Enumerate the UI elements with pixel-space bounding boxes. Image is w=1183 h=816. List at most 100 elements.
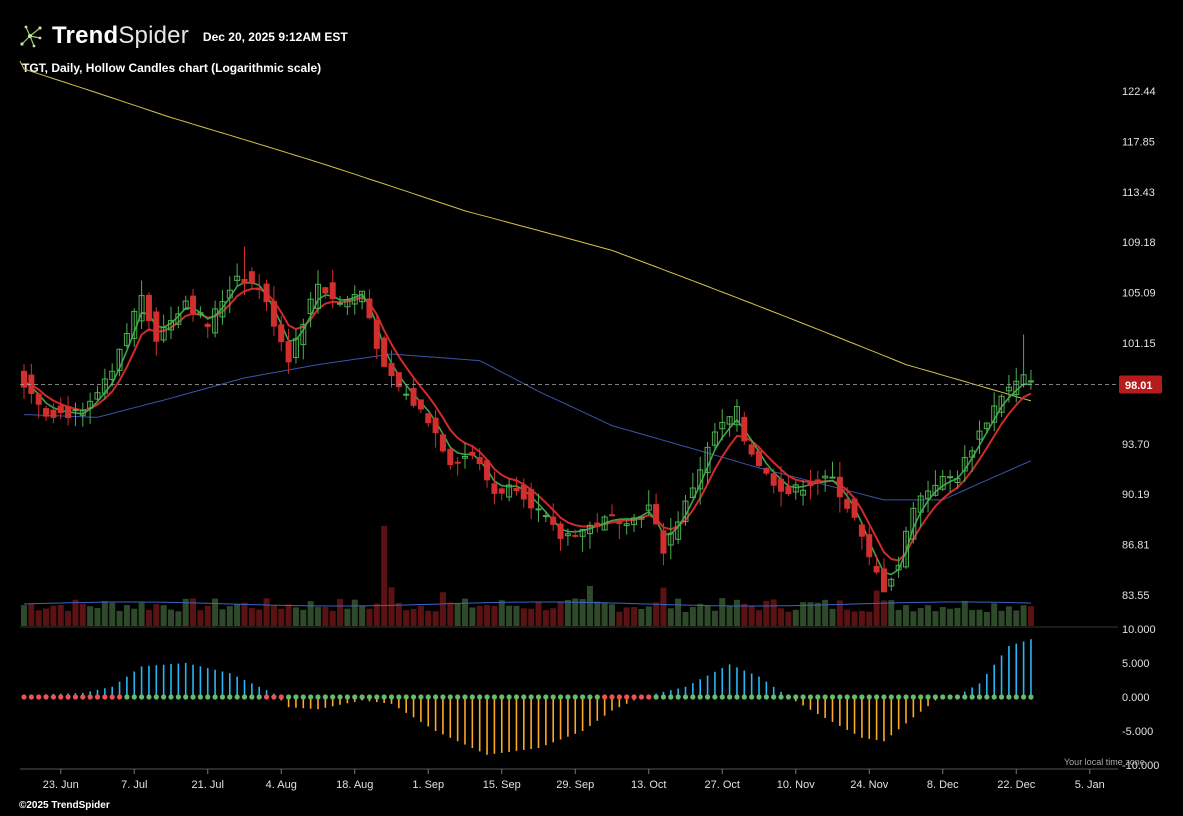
volume-bar [285,604,292,626]
oscillator-dot [116,694,123,700]
oscillator-dot [65,694,71,700]
oscillator-dot [330,694,336,700]
oscillator-dot [881,694,887,700]
volume-bar [792,609,799,626]
volume-bar [476,605,483,626]
candle-body [660,530,667,554]
header: TrendSpider Dec 20, 2025 9:12AM EST [18,20,348,52]
oscillator-dot [638,694,645,700]
candle-body [219,301,226,318]
oscillator-dot [793,694,799,700]
volume-bar [814,602,821,626]
oscillator-dot [1013,694,1019,700]
candle-body [439,434,446,452]
volume-bar [219,609,226,626]
oscillator-dot [388,694,395,700]
oscillator-dot [175,694,181,700]
candle-body [226,289,233,299]
volume-bar [535,601,542,626]
oscillator-dot [991,694,997,700]
sma-200-line [19,60,1032,402]
oscillator-dot [998,694,1005,700]
logo-text: TrendSpider [52,22,189,50]
price-axis: 122.44 117.85 113.43 109.18 105.09 101.15 93.7… [20,86,1162,628]
candle-body [381,337,388,367]
volume-bar [822,599,829,626]
oscillator-dot [932,694,939,700]
oscillator-tick-label: 5.000 [1122,658,1150,670]
candle-body [954,478,961,484]
volume-bar [263,598,270,626]
volume-bar [116,610,123,626]
candle-body [432,417,439,434]
price-tick-label: 93.70 [1122,439,1150,451]
volume-bar [689,606,696,626]
candle-body [594,522,601,527]
oscillator-dot [219,694,226,700]
volume-bar [917,608,924,626]
oscillator-dot [36,694,42,700]
candle-body [123,333,130,347]
candle-body [87,400,94,409]
candle-body [895,564,902,571]
oscillator-dot [146,694,152,700]
oscillator-dot [80,694,86,700]
volume-bar [498,600,505,626]
volume-bar [513,605,520,626]
candle-body [719,421,726,430]
volume-bar [175,611,182,626]
candle-body [190,295,197,314]
volume-bar [315,607,321,626]
candle-body [1013,380,1020,395]
volume-bar [300,609,307,626]
price-tick-label: 105.09 [1122,288,1156,300]
oscillator-dot [161,694,167,700]
price-tick-label: 122.44 [1122,86,1156,98]
oscillator-dot [271,694,277,700]
oscillator-dot [484,694,490,700]
candle-body [329,282,336,300]
candle-body [417,399,424,410]
date-tick-label: 15. Sep [483,779,521,791]
oscillator-dot [286,694,292,700]
date-tick-label: 24. Nov [850,779,888,791]
candle-body [395,372,402,388]
volume-bar [726,605,733,626]
oscillator-dot [28,694,34,700]
price-tick-label: 90.19 [1122,489,1150,501]
oscillator-dot [131,694,137,700]
candle-body [175,313,182,325]
candle-body [21,370,27,388]
candle-body [278,324,285,343]
candle-body [947,476,954,479]
candle-body [667,532,674,546]
volume-bar [557,601,564,626]
oscillator-dot [455,694,461,700]
volume-bar [711,610,718,626]
candle-body [792,484,799,493]
oscillator-dot [616,694,622,700]
volume-bar [520,608,527,626]
volume-bar [190,598,197,626]
candle-body [645,504,652,511]
candle-body [991,405,998,423]
oscillator-dot [183,694,189,700]
oscillator-dot [550,694,556,700]
oscillator-dot [521,694,527,700]
volume-bar [763,600,770,626]
candle-body [425,413,432,424]
oscillator-dot [866,694,872,700]
volume-bar [307,601,314,626]
oscillator-dot [491,694,497,700]
volume-bar [895,609,902,626]
volume-bar [131,608,138,626]
oscillator-dot [844,694,850,700]
volume-bar [1020,605,1027,626]
oscillator-dot [859,694,865,700]
volume-bar [800,602,807,626]
oscillator-dot [682,694,689,700]
oscillator-dot [308,694,314,700]
oscillator-dot [109,694,115,700]
volume-bar [432,611,439,626]
